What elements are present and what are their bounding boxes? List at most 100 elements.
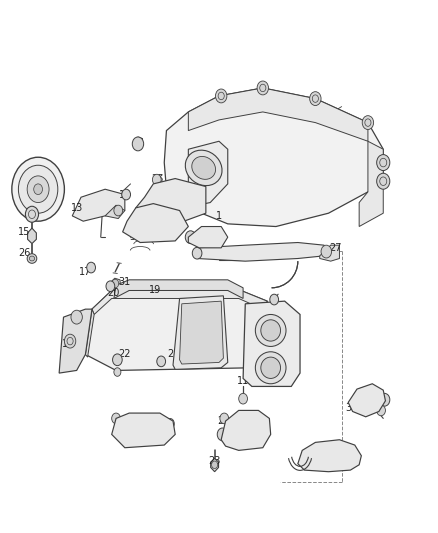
Polygon shape [359,141,383,227]
Circle shape [377,173,390,189]
Text: 29: 29 [217,416,230,426]
Ellipse shape [149,185,193,215]
Circle shape [270,294,279,305]
Polygon shape [57,185,64,193]
Text: 20: 20 [108,288,120,298]
Ellipse shape [192,157,215,179]
Circle shape [114,205,123,216]
Polygon shape [164,88,383,227]
Polygon shape [105,205,125,219]
Circle shape [152,174,161,185]
Circle shape [112,279,119,288]
Text: 27: 27 [329,243,341,253]
Circle shape [112,413,120,424]
Circle shape [18,165,58,213]
Text: 18: 18 [193,238,205,247]
Circle shape [377,405,385,416]
Ellipse shape [236,421,253,437]
Circle shape [239,393,247,404]
Circle shape [106,281,115,292]
Ellipse shape [255,314,286,346]
Circle shape [310,92,321,106]
Text: 12: 12 [62,339,74,349]
Circle shape [379,393,390,406]
Ellipse shape [141,215,170,235]
Ellipse shape [27,254,37,263]
Circle shape [87,262,95,273]
Text: 3: 3 [345,403,351,413]
Polygon shape [72,189,125,221]
Polygon shape [298,440,361,472]
Ellipse shape [132,421,155,437]
Text: 30: 30 [22,208,35,218]
Polygon shape [211,458,219,472]
Circle shape [132,137,144,151]
Text: 23: 23 [208,456,221,466]
Ellipse shape [358,392,376,408]
Circle shape [27,176,49,203]
Ellipse shape [255,352,286,384]
Circle shape [157,356,166,367]
Polygon shape [112,413,175,448]
Ellipse shape [192,247,202,259]
Text: 2: 2 [120,435,126,445]
Ellipse shape [353,387,381,413]
Polygon shape [136,179,206,221]
Circle shape [220,413,229,424]
Polygon shape [221,410,271,450]
Polygon shape [197,243,324,261]
Text: 5: 5 [249,416,255,426]
Circle shape [122,189,131,200]
Ellipse shape [261,357,280,378]
Circle shape [362,116,374,130]
Polygon shape [188,88,368,141]
Text: 25: 25 [152,174,164,183]
Circle shape [321,245,332,258]
Circle shape [71,310,82,324]
Polygon shape [123,204,188,243]
Text: 22: 22 [119,350,131,359]
Polygon shape [173,296,228,369]
Ellipse shape [185,150,222,185]
Text: 10: 10 [178,307,190,317]
Text: 11: 11 [237,376,249,386]
Text: 4: 4 [201,336,207,346]
Ellipse shape [261,320,280,341]
Ellipse shape [156,190,185,210]
Text: 16: 16 [119,190,131,199]
Text: 24: 24 [132,139,144,149]
Polygon shape [320,245,339,261]
Text: 15: 15 [18,227,30,237]
Text: 31: 31 [119,278,131,287]
Ellipse shape [125,416,162,442]
Polygon shape [28,228,36,244]
Polygon shape [59,309,92,373]
Circle shape [377,155,390,171]
Text: 9: 9 [139,208,145,218]
Circle shape [185,231,196,244]
Circle shape [113,354,122,366]
Text: 19: 19 [149,286,162,295]
Polygon shape [92,290,267,314]
Text: 14: 14 [25,182,37,191]
Text: 6: 6 [339,459,345,469]
Polygon shape [180,301,223,364]
Text: 13: 13 [71,203,83,213]
Text: 26: 26 [18,248,30,258]
Text: 32: 32 [130,232,142,242]
Polygon shape [134,137,142,147]
Circle shape [257,81,268,95]
Ellipse shape [230,416,258,442]
Polygon shape [110,278,120,290]
Polygon shape [348,384,385,417]
Polygon shape [188,227,228,248]
Circle shape [195,237,204,248]
Circle shape [212,461,218,469]
Polygon shape [85,290,269,370]
Circle shape [25,206,39,222]
Text: 21: 21 [265,315,278,325]
Circle shape [114,368,121,376]
Text: 17: 17 [79,267,92,277]
Text: 7: 7 [236,435,242,445]
Circle shape [215,89,227,103]
